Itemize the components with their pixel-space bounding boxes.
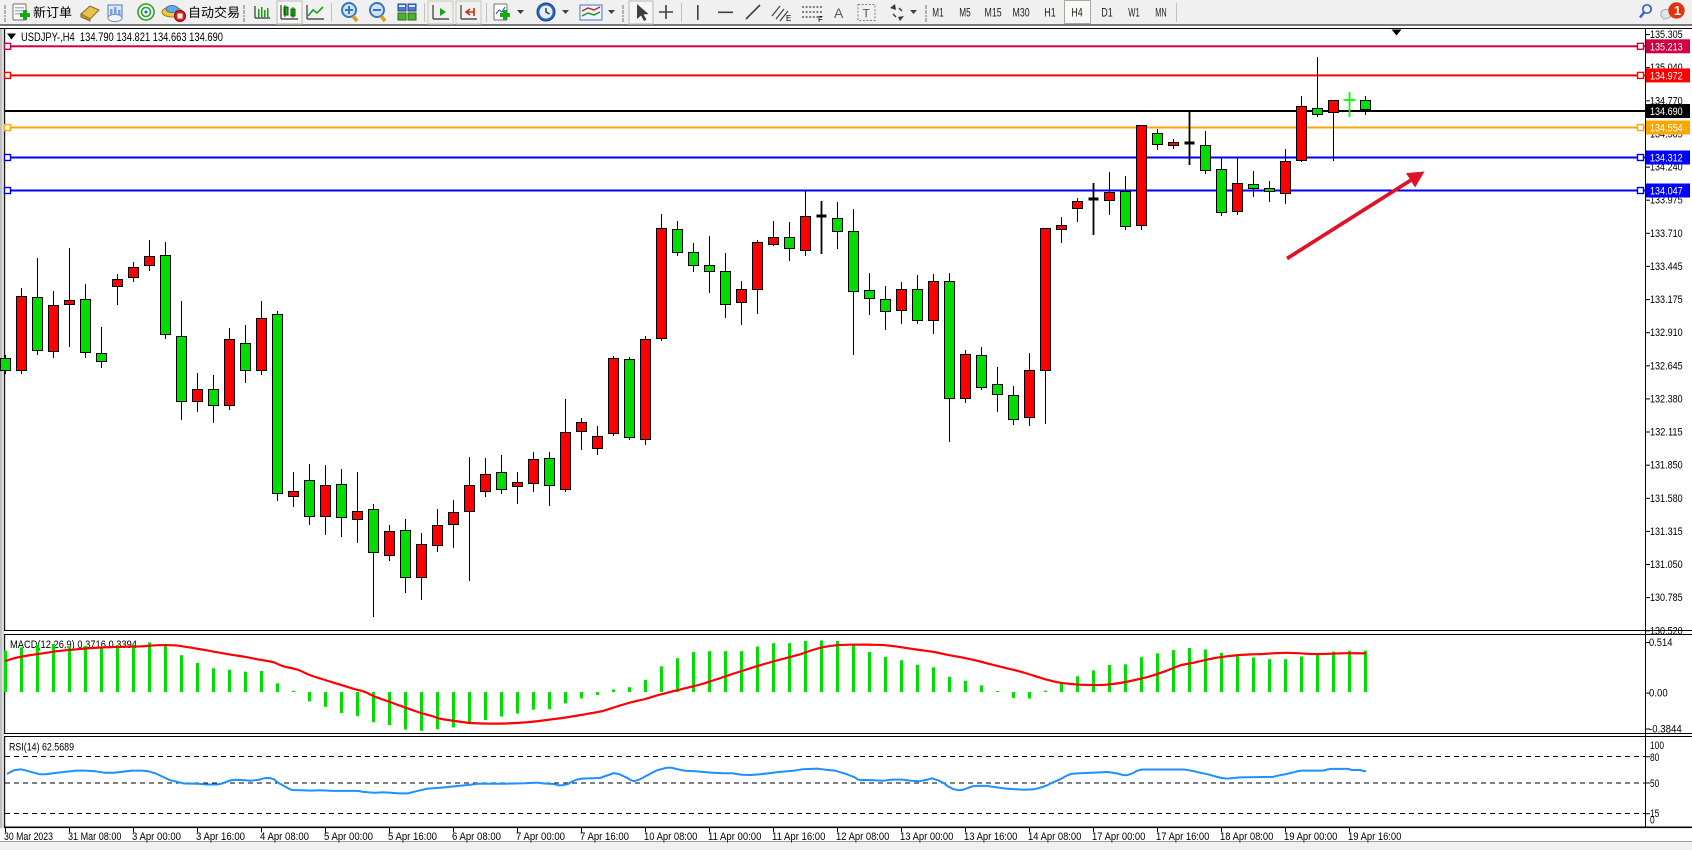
svg-text:30 Mar 2023: 30 Mar 2023 [4, 831, 53, 843]
svg-text:134.690: 134.690 [1650, 106, 1683, 118]
svg-text:134.312: 134.312 [1650, 153, 1683, 165]
svg-text:15: 15 [1650, 808, 1659, 820]
svg-text:19 Apr 16:00: 19 Apr 16:00 [1348, 831, 1401, 843]
svg-text:T: T [863, 7, 871, 21]
svg-text:D1: D1 [1101, 8, 1112, 20]
svg-text:134.554: 134.554 [1650, 123, 1683, 135]
svg-text:M1: M1 [932, 8, 943, 20]
svg-text:13 Apr 00:00: 13 Apr 00:00 [900, 831, 953, 843]
svg-text:3 Apr 16:00: 3 Apr 16:00 [196, 831, 245, 843]
svg-text:0.00: 0.00 [1649, 688, 1668, 700]
svg-text:14 Apr 08:00: 14 Apr 08:00 [1028, 831, 1081, 843]
svg-text:131.315: 131.315 [1650, 526, 1683, 538]
svg-text:131.850: 131.850 [1650, 460, 1683, 472]
svg-text:50: 50 [1650, 778, 1659, 790]
svg-text:M30: M30 [1013, 8, 1030, 20]
svg-text:USDJPY-,H4 134.790 134.821 13: USDJPY-,H4 134.790 134.821 134.663 134.6… [21, 30, 223, 44]
svg-text:7 Apr 00:00: 7 Apr 00:00 [516, 831, 565, 843]
svg-text:133.710: 133.710 [1650, 228, 1683, 240]
svg-text:135.213: 135.213 [1650, 41, 1683, 53]
svg-text:130.520: 130.520 [1650, 625, 1683, 637]
svg-text:134.972: 134.972 [1650, 70, 1683, 82]
svg-text:132.910: 132.910 [1650, 327, 1683, 339]
svg-text:11 Apr 16:00: 11 Apr 16:00 [772, 831, 825, 843]
svg-text:130.785: 130.785 [1650, 592, 1683, 604]
svg-text:7 Apr 16:00: 7 Apr 16:00 [580, 831, 629, 843]
svg-text:17 Apr 16:00: 17 Apr 16:00 [1156, 831, 1209, 843]
svg-text:31 Mar 08:00: 31 Mar 08:00 [68, 831, 121, 843]
svg-text:0.514: 0.514 [1649, 637, 1672, 649]
svg-text:133.975: 133.975 [1650, 195, 1683, 207]
svg-text:135.305: 135.305 [1650, 29, 1683, 41]
svg-text:0: 0 [1650, 814, 1655, 826]
svg-text:M5: M5 [959, 8, 970, 20]
svg-text:132.645: 132.645 [1650, 360, 1683, 372]
svg-text:3 Apr 00:00: 3 Apr 00:00 [132, 831, 181, 843]
svg-text:W1: W1 [1128, 8, 1139, 20]
svg-text:H1: H1 [1044, 8, 1055, 20]
svg-text:80: 80 [1650, 752, 1659, 764]
svg-text:133.445: 133.445 [1650, 261, 1683, 273]
svg-text:F: F [818, 15, 823, 24]
svg-text:1: 1 [1674, 4, 1681, 18]
svg-text:17 Apr 00:00: 17 Apr 00:00 [1092, 831, 1145, 843]
svg-text:13 Apr 16:00: 13 Apr 16:00 [964, 831, 1017, 843]
svg-text:6 Apr 08:00: 6 Apr 08:00 [452, 831, 501, 843]
svg-text:M15: M15 [985, 8, 1002, 20]
svg-text:A: A [834, 5, 844, 21]
svg-text:11 Apr 00:00: 11 Apr 00:00 [708, 831, 761, 843]
svg-text:4 Apr 08:00: 4 Apr 08:00 [260, 831, 309, 843]
svg-text:E: E [786, 14, 791, 23]
svg-text:100: 100 [1650, 740, 1664, 752]
svg-text:131.050: 131.050 [1650, 559, 1683, 571]
svg-text:-0.3844: -0.3844 [1649, 724, 1682, 736]
svg-text:RSI(14) 62.5689: RSI(14) 62.5689 [9, 742, 74, 754]
svg-text:133.175: 133.175 [1650, 294, 1683, 306]
svg-text:10 Apr 08:00: 10 Apr 08:00 [644, 831, 697, 843]
svg-text:18 Apr 08:00: 18 Apr 08:00 [1220, 831, 1273, 843]
svg-text:12 Apr 08:00: 12 Apr 08:00 [836, 831, 889, 843]
svg-text:134.240: 134.240 [1650, 162, 1683, 174]
svg-text:5 Apr 16:00: 5 Apr 16:00 [388, 831, 437, 843]
svg-text:132.380: 132.380 [1650, 393, 1683, 405]
svg-text:5 Apr 00:00: 5 Apr 00:00 [324, 831, 373, 843]
svg-text:134.047: 134.047 [1650, 186, 1683, 198]
svg-text:H4: H4 [1071, 8, 1083, 20]
svg-text:131.580: 131.580 [1650, 493, 1683, 505]
svg-text:19 Apr 00:00: 19 Apr 00:00 [1284, 831, 1337, 843]
svg-text:132.115: 132.115 [1650, 427, 1683, 439]
svg-text:MN: MN [1155, 8, 1166, 20]
